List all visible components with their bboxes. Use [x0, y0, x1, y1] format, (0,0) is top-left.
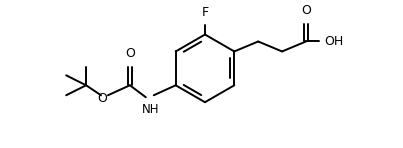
Text: OH: OH: [324, 35, 343, 48]
Text: O: O: [301, 4, 311, 17]
Text: O: O: [97, 92, 107, 105]
Text: O: O: [125, 47, 135, 60]
Text: NH: NH: [142, 103, 160, 116]
Text: F: F: [202, 6, 208, 19]
